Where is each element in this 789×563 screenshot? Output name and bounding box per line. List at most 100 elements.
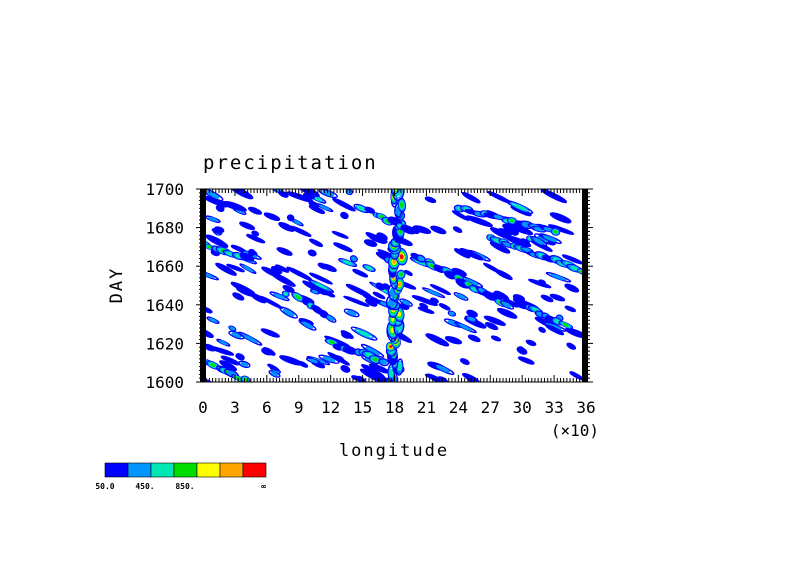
precip-cell bbox=[411, 295, 438, 307]
precip-cell bbox=[214, 226, 225, 233]
precip-cell bbox=[436, 364, 450, 373]
precip-cell bbox=[566, 342, 577, 350]
precip-cell bbox=[258, 295, 284, 310]
precip-cell bbox=[453, 248, 471, 259]
y-tick-label: 1620 bbox=[145, 334, 184, 353]
precip-cell bbox=[354, 328, 374, 339]
precip-cell bbox=[530, 235, 548, 247]
precip-cell bbox=[453, 292, 469, 301]
x-tick-label: 36 bbox=[576, 398, 595, 417]
precip-cell bbox=[490, 335, 502, 342]
precip-cell bbox=[400, 202, 404, 208]
precip-cell bbox=[465, 215, 493, 228]
x-tick-label: 12 bbox=[321, 398, 340, 417]
precip-cell bbox=[431, 362, 455, 376]
precip-cell bbox=[458, 323, 473, 332]
precip-cell bbox=[369, 356, 381, 363]
precip-cell bbox=[466, 282, 471, 286]
precip-cell bbox=[260, 328, 280, 338]
precip-cell bbox=[341, 332, 350, 339]
precip-cell bbox=[207, 245, 212, 249]
precip-cell bbox=[293, 219, 302, 226]
precip-cell bbox=[467, 334, 481, 343]
precip-cell bbox=[538, 233, 562, 244]
precip-cell bbox=[449, 311, 455, 316]
precip-cell bbox=[218, 340, 228, 346]
precip-cell bbox=[438, 303, 451, 311]
precip-cell bbox=[398, 199, 406, 211]
precip-cell bbox=[352, 268, 369, 278]
precip-cell bbox=[351, 375, 361, 381]
precip-cell bbox=[540, 294, 554, 303]
precip-cell bbox=[393, 189, 399, 192]
precip-cell bbox=[509, 219, 515, 223]
precip-cell bbox=[550, 227, 561, 236]
precip-cell bbox=[324, 313, 337, 323]
precip-cell bbox=[516, 346, 528, 355]
precip-cell bbox=[240, 361, 249, 367]
precip-cell bbox=[365, 266, 373, 271]
precip-cell bbox=[528, 278, 552, 289]
precip-cell bbox=[263, 212, 281, 221]
precip-cell bbox=[237, 288, 249, 294]
precip-cell bbox=[390, 316, 395, 322]
precip-cell bbox=[321, 263, 337, 273]
precip-cell bbox=[372, 357, 378, 362]
precip-cell bbox=[471, 287, 478, 292]
precip-cell bbox=[206, 190, 220, 199]
x-tick-label: 9 bbox=[294, 398, 304, 417]
right-edge-band bbox=[582, 189, 588, 382]
precip-cell bbox=[301, 321, 314, 329]
precip-cell bbox=[502, 301, 512, 308]
precip-cell bbox=[261, 266, 283, 279]
precip-cell bbox=[308, 200, 320, 208]
colorbar-swatch bbox=[127, 462, 152, 478]
precip-cell bbox=[270, 371, 279, 377]
precip-cell bbox=[346, 189, 352, 195]
precip-cell bbox=[279, 355, 303, 366]
precip-cell bbox=[396, 269, 406, 280]
precip-cell bbox=[553, 229, 558, 234]
y-tick-label: 1600 bbox=[145, 373, 184, 392]
precip-cell bbox=[500, 247, 510, 254]
precip-cell bbox=[484, 321, 499, 331]
precip-cell bbox=[340, 211, 349, 220]
precip-cell bbox=[494, 269, 513, 281]
precip-cell bbox=[496, 307, 518, 319]
precip-cell bbox=[343, 260, 353, 265]
precip-cell bbox=[430, 225, 447, 235]
precip-cell bbox=[318, 189, 338, 199]
colorbar-swatch bbox=[219, 462, 244, 478]
x-tick-label: 33 bbox=[544, 398, 563, 417]
precip-cell bbox=[509, 228, 519, 236]
axis-ticks: 0 3 6 9 12 15 18 21 24 27 30 33 36160016201640166016… bbox=[145, 180, 595, 417]
precip-cell bbox=[548, 224, 575, 235]
data-layer bbox=[203, 189, 586, 382]
precip-cell bbox=[322, 356, 336, 363]
colorbar-label: 50.0 bbox=[95, 482, 114, 491]
precip-cell bbox=[327, 352, 351, 366]
precip-cell bbox=[564, 305, 577, 313]
colorbar-swatch bbox=[242, 462, 267, 478]
precip-cell bbox=[429, 283, 452, 296]
x-axis-label: longitude bbox=[339, 441, 449, 461]
precip-cell bbox=[398, 252, 405, 262]
precip-cell bbox=[229, 326, 236, 331]
colorbar: 50.0 450. 850. ∞ bbox=[95, 462, 267, 491]
precip-cell bbox=[228, 325, 237, 332]
x-multiplier-label: (×10) bbox=[551, 421, 599, 440]
precip-cell bbox=[231, 332, 242, 338]
precip-cell bbox=[564, 283, 580, 293]
precip-cell bbox=[375, 282, 386, 291]
precip-cell bbox=[467, 316, 476, 322]
precip-cell bbox=[315, 282, 327, 290]
x-tick-label: 27 bbox=[481, 398, 500, 417]
precip-cell bbox=[392, 189, 399, 193]
precip-cell bbox=[276, 247, 293, 256]
precip-cell bbox=[562, 323, 569, 327]
precip-cell bbox=[399, 253, 405, 261]
y-axis-label: DAY bbox=[107, 267, 127, 304]
precip-cell bbox=[208, 216, 218, 222]
